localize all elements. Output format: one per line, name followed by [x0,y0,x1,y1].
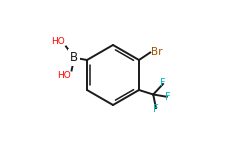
Text: F: F [153,104,159,114]
Text: B: B [70,51,78,64]
Text: HO: HO [57,71,71,80]
Text: HO: HO [51,37,65,46]
Text: F: F [160,78,166,88]
Text: Br: Br [151,47,162,57]
Text: F: F [166,92,171,102]
